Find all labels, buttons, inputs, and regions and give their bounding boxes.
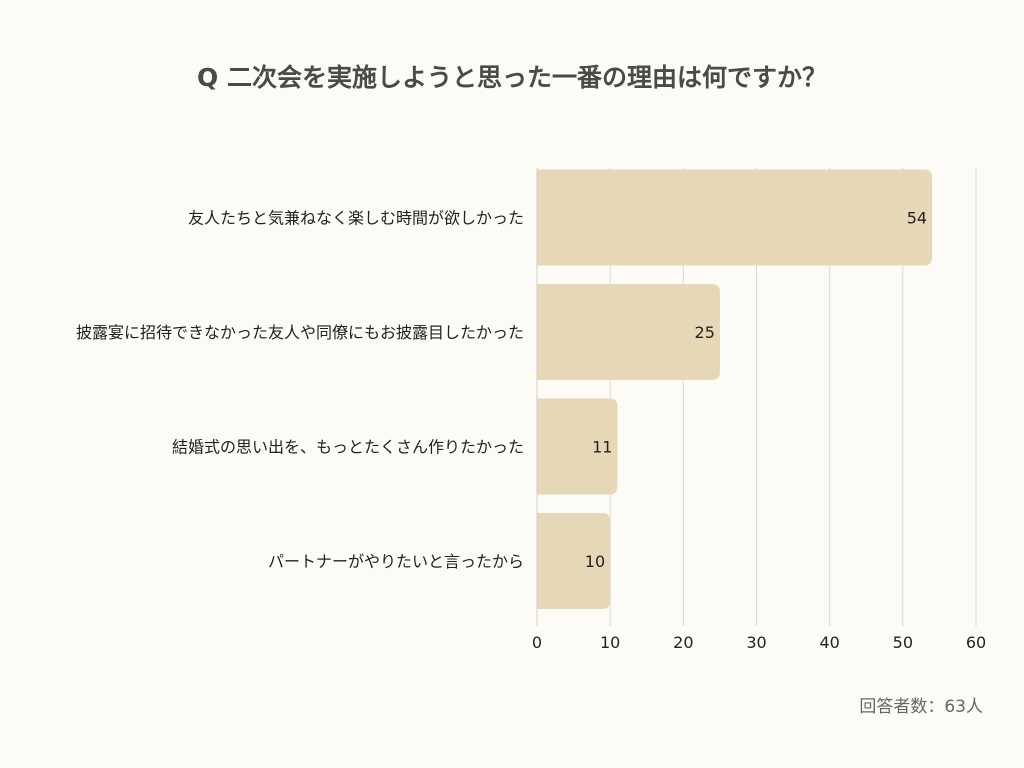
x-tick-label: 0 [532,633,542,652]
data-label: 10 [585,552,605,571]
data-label: 11 [592,438,612,457]
category-label: 結婚式の思い出を、もっとたくさん作りたかった [172,438,524,457]
x-tick-label: 30 [746,633,766,652]
bar [537,398,618,495]
data-label: 25 [695,323,715,342]
bar [537,284,720,380]
x-tick-label: 60 [966,633,986,652]
x-tick-label: 50 [893,633,913,652]
x-tick-label: 40 [819,633,839,652]
bar [537,513,611,609]
x-tick-label: 20 [673,633,693,652]
data-label: 54 [907,209,927,228]
chart-title: Q 二次会を実施しようと思った一番の理由は何ですか？ [197,63,827,92]
category-label: パートナーがやりたいと言ったから [268,552,524,571]
bar [537,169,933,266]
category-label: 友人たちと気兼ねなく楽しむ時間が欲しかった [188,209,524,228]
category-label: 披露宴に招待できなかった友人や同僚にもお披露目したかった [76,323,524,342]
x-tick-label: 10 [600,633,620,652]
respondent-count: 回答者数：63人 [859,697,983,717]
